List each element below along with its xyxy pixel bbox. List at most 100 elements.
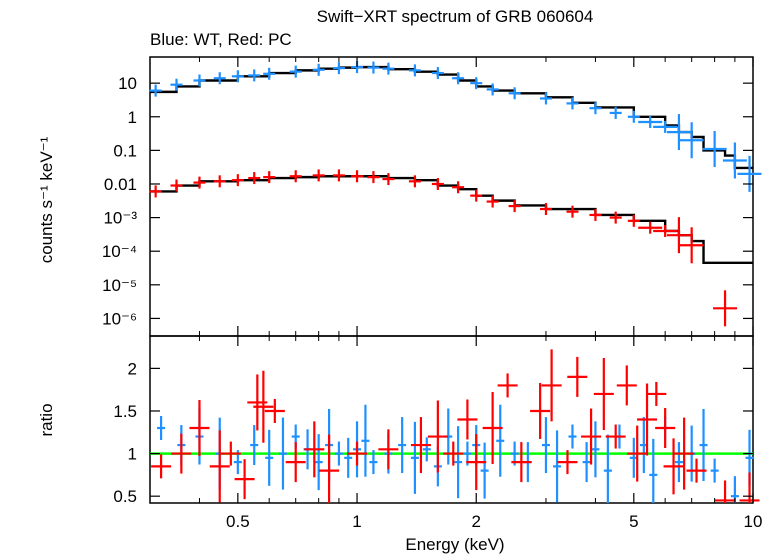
pc-ratio-point: [497, 373, 518, 398]
pc-spectrum-point: [679, 227, 704, 264]
pc-ratio-point: [457, 399, 478, 440]
wt-spectrum-point: [367, 61, 380, 74]
pc-ratio-point: [253, 370, 274, 443]
top-y-tick-label: 10⁻³: [103, 209, 137, 228]
pc-spectrum-point: [470, 189, 483, 202]
pc-ratio-point: [530, 382, 551, 439]
top-y-tick-label: 0.1: [113, 141, 137, 160]
pc-ratio-point: [637, 383, 658, 456]
pc-ratio-point: [605, 424, 626, 449]
wt-ratio-point: [674, 442, 683, 483]
pc-ratio-point: [541, 349, 562, 422]
pc-ratio-point: [443, 441, 464, 466]
wt-ratio-point: [454, 426, 463, 499]
x-tick-label: 2: [472, 512, 481, 531]
top-y-tick-label: 0.01: [104, 175, 137, 194]
pc-spectrum-point: [653, 224, 678, 237]
chart-title: Swift−XRT spectrum of GRB 060604: [317, 7, 594, 26]
pc-ratio-point: [739, 472, 760, 503]
pc-spectrum-point: [609, 211, 622, 224]
pc-spectrum-point: [408, 175, 421, 188]
wt-spectrum-point: [627, 110, 640, 123]
wt-ratio-point: [410, 421, 419, 494]
pc-spectrum-point: [713, 290, 738, 327]
pc-spectrum-point: [431, 177, 444, 190]
pc-spectrum-point: [312, 169, 325, 182]
pc-ratio-point: [557, 450, 578, 475]
pc-ratio-point: [567, 356, 588, 397]
wt-spectrum-point: [289, 65, 302, 78]
wt-ratio-point: [603, 434, 612, 503]
wt-spectrum-point: [231, 70, 244, 83]
wt-ratio-point: [541, 417, 550, 474]
wt-spectrum-point: [539, 92, 552, 105]
wt-ratio-point: [553, 430, 562, 503]
bottom-y-tick-label: 1.5: [113, 402, 137, 421]
wt-ratio-point: [361, 404, 370, 477]
wt-ratio-point: [265, 429, 274, 486]
bottom-panel: 0.5 1 1.5 2: [113, 335, 760, 506]
pc-spectrum-point: [486, 195, 499, 208]
pc-spectrum-point: [332, 169, 345, 182]
pc-spectrum-point: [193, 176, 206, 189]
pc-ratio-point: [466, 434, 487, 491]
wt-spectrum-point: [213, 72, 226, 85]
wt-ratio-point: [278, 417, 287, 490]
wt-ratio-point: [334, 441, 343, 466]
x-tick-label: 10: [744, 512, 763, 531]
wt-spectrum-point: [431, 67, 444, 80]
wt-ratio-point: [496, 404, 505, 477]
chart-subtitle: Blue: WT, Red: PC: [150, 30, 292, 49]
wt-ratio-point: [649, 438, 658, 503]
pc-ratio-point: [655, 408, 676, 449]
wt-spectrum-point: [566, 97, 579, 110]
top-y-tick-label: 10: [118, 74, 137, 93]
pc-spectrum-point: [170, 179, 183, 192]
wt-ratio-point: [157, 416, 166, 441]
wt-ratio-point: [710, 458, 719, 483]
pc-spectrum-point: [213, 175, 226, 188]
pc-ratio-point: [304, 421, 325, 478]
pc-ratio-point: [627, 425, 648, 482]
wt-spectrum-point: [679, 122, 704, 159]
pc-ratio-point: [511, 442, 532, 483]
wt-spectrum-point: [638, 115, 663, 128]
pc-spectrum-point: [638, 221, 663, 234]
pc-ratio-point: [581, 408, 602, 465]
pc-ratio-point: [674, 417, 695, 490]
model-curve-1: [150, 175, 753, 265]
wt-ratio-point: [591, 421, 600, 478]
pc-spectrum-point: [452, 181, 465, 194]
wt-ratio-point: [480, 442, 489, 499]
pc-ratio-point: [189, 400, 210, 457]
wt-spectrum-point: [737, 155, 762, 192]
top-plot-frame: [149, 56, 754, 337]
wt-ratio-point: [314, 434, 323, 491]
bottom-y-tick-label: 2: [128, 359, 137, 378]
top-y-tick-label: 10⁻⁴: [102, 242, 137, 261]
wt-spectrum-point: [722, 142, 747, 179]
top-y-axis-label: counts s⁻¹ keV⁻¹: [37, 136, 56, 263]
pc-spectrum-point: [231, 174, 244, 187]
wt-spectrum-point: [332, 62, 345, 75]
wt-spectrum-point: [666, 114, 691, 151]
wt-spectrum-point: [609, 106, 622, 119]
x-axis-label: Energy (keV): [405, 535, 504, 554]
wt-spectrum-point: [702, 130, 727, 167]
pc-ratio-point: [482, 392, 503, 465]
pc-ratio-point: [151, 454, 172, 479]
x-tick-label: 5: [629, 512, 638, 531]
pc-ratio-point: [209, 430, 230, 503]
wt-spectrum-point: [589, 102, 602, 115]
pc-spectrum-point: [351, 170, 364, 183]
wt-spectrum-point: [263, 67, 276, 80]
pc-ratio-point: [285, 442, 306, 483]
x-tick-label: 1: [352, 512, 361, 531]
pc-ratio-point: [319, 434, 340, 503]
pc-ratio-point: [378, 429, 399, 470]
pc-ratio-point: [220, 441, 241, 466]
pc-spectrum-point: [508, 200, 521, 213]
pc-spectrum-point: [367, 171, 380, 184]
top-y-tick-label: 1: [128, 108, 137, 127]
